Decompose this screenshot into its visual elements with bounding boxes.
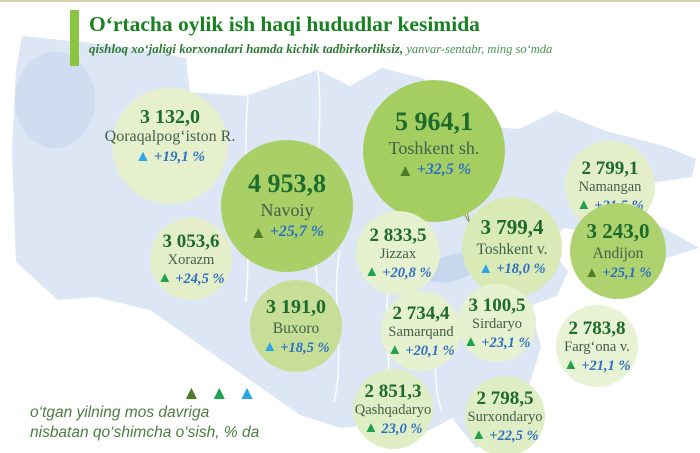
growth-percent: +18,5 % [280,339,330,356]
growth-percent: +25,7 % [269,223,325,241]
region-value: 3 100,5 [468,294,526,316]
page-subtitle: qishloq xo‘jaligi korxonalari hamda kich… [89,41,552,57]
region-value: 4 953,8 [248,169,326,199]
legend-triangle-dark-green-icon: ▲ [182,383,210,404]
growth-percent: +23,1 % [481,334,531,351]
legend: ▲▲▲ o‘tgan yilning mos davriga nisbatan … [30,384,265,443]
legend-triangle-green-icon: ▲ [209,383,238,404]
page-title: O‘rtacha oylik ish haqi hududlar kesimid… [89,12,480,36]
bubble-andijon: 3 243,0 Andijon ▲ +25,1 % [570,203,666,299]
region-name: Xorazm [167,251,215,268]
growth-percent: +32,5 % [416,161,472,179]
growth-triangle-icon: ▲ [478,260,494,277]
region-value: 3 191,0 [266,295,326,318]
region-value: 3 132,0 [140,105,200,128]
growth-triangle-icon: ▲ [463,334,479,351]
region-value: 2 833,5 [369,224,427,246]
region-name: Toshkent sh. [388,138,480,159]
legend-triangle-blue-icon: ▲ [237,383,266,404]
region-name: Samarqand [388,323,454,340]
growth-indicator: ▲ +20,8 % [364,265,431,280]
growth-percent: +18,0 % [496,261,546,278]
growth-triangle-icon: ▲ [396,160,414,180]
growth-percent: +21,1 % [581,357,631,374]
region-value: 2 734,4 [392,302,450,324]
bubble-samarqand: 2 734,4 Samarqand ▲ +20,1 % [381,291,461,371]
growth-triangle-icon: ▲ [262,339,278,356]
region-value: 2 851,3 [364,380,422,402]
growth-percent: +25,1 % [602,265,652,282]
growth-triangle-icon: ▲ [471,427,487,444]
growth-indicator: ▲ +23,1 % [463,335,530,350]
growth-percent: 23,0 % [381,420,423,437]
region-name: Buxoro [272,319,320,337]
growth-triangle-icon: ▲ [387,342,403,359]
growth-triangle-icon: ▲ [364,264,380,281]
region-value: 2 783,8 [568,317,626,339]
region-value: 2 799,1 [581,157,639,179]
growth-triangle-icon: ▲ [157,270,173,287]
growth-indicator: ▲ +25,1 % [584,264,652,282]
growth-triangle-icon: ▲ [584,264,600,281]
legend-text-line2: nisbatan qo‘shimcha o‘sish, % da [30,424,260,442]
growth-percent: +22,5 % [489,427,539,444]
region-name: Farg‘ona v. [564,338,630,355]
subtitle-note: yanvar-sentabr, ming so‘mda [403,42,553,56]
growth-indicator: ▲ +32,5 % [397,162,471,179]
growth-triangle-icon: ▲ [363,420,379,437]
growth-percent: +20,8 % [382,264,432,281]
bubble-qashqadaryo: 2 851,3 Qashqadaryo ▲ 23,0 % [353,369,433,449]
bubble-sirdaryo: 3 100,5 Sirdaryo ▲ +23,1 % [458,284,536,362]
growth-indicator: ▲ +18,5 % [262,340,329,355]
region-value: 3 799,4 [480,215,544,240]
bubble-qoraqalpogiston: 3 132,0 Qoraqalpog‘iston R. ▲ +19,1 % [105,88,235,204]
region-value: 3 243,0 [586,219,650,244]
title-accent-bar [70,10,79,66]
top-border [0,0,700,2]
region-value: 5 964,1 [395,107,473,137]
legend-text-line1: o‘tgan yilning mos davriga [30,404,210,421]
aral-sea-patch [15,52,95,148]
bubble-navoiy: 4 953,8 Navoiy ▲ +25,7 % [221,140,353,272]
region-name: Navoiy [260,200,314,221]
legend-triangle-row: ▲▲▲ [30,384,265,403]
region-name: Qoraqalpog‘iston R. [104,127,236,145]
region-name: Namangan [578,178,642,195]
growth-indicator: ▲ +19,1 % [135,149,205,165]
growth-triangle-icon: ▲ [563,357,579,374]
growth-percent: +24,5 % [175,270,225,287]
growth-triangle-icon: ▲ [249,222,267,242]
region-value: 3 053,6 [162,230,220,252]
growth-indicator: ▲ +22,5 % [471,428,538,443]
bubble-xorazm: 3 053,6 Xorazm ▲ +24,5 % [150,218,232,300]
growth-indicator: ▲ +21,1 % [563,358,630,373]
region-name: Qashqadaryo [354,401,432,418]
region-name: Sirdaryo [472,315,522,332]
growth-indicator: ▲ 23,0 % [364,421,423,436]
bubble-buxoro: 3 191,0 Buxoro ▲ +18,5 % [250,280,342,372]
bubble-jizzax: 2 833,5 Jizzax ▲ +20,8 % [356,211,440,295]
region-name: Toshkent v. [476,241,548,259]
growth-indicator: ▲ +20,1 % [387,343,454,358]
growth-indicator: ▲ +18,0 % [478,260,546,278]
bubble-toshkent-sh: 5 964,1 Toshkent sh. ▲ +32,5 % [363,80,505,222]
growth-triangle-icon: ▲ [576,197,592,214]
region-name: Andijon [592,245,644,263]
bubble-surxondaryo: 2 798,5 Surxondaryo ▲ +22,5 % [465,376,545,453]
growth-percent: +20,1 % [405,342,455,359]
title-block: O‘rtacha oylik ish haqi hududlar kesimid… [70,10,552,66]
growth-indicator: ▲ +24,5 % [157,271,224,286]
bubble-fargona-v: 2 783,8 Farg‘ona v. ▲ +21,1 % [556,305,638,387]
region-name: Jizzax [379,245,417,262]
region-name: Surxondaryo [467,408,543,425]
region-value: 2 798,5 [476,387,534,409]
subtitle-emphasis: qishloq xo‘jaligi korxonalari hamda kich… [89,41,404,56]
growth-triangle-icon: ▲ [135,148,151,166]
growth-indicator: ▲ +25,7 % [250,224,324,241]
growth-percent: +19,1 % [153,148,205,165]
bubble-toshkent-v: 3 799,4 Toshkent v. ▲ +18,0 % [462,197,562,297]
